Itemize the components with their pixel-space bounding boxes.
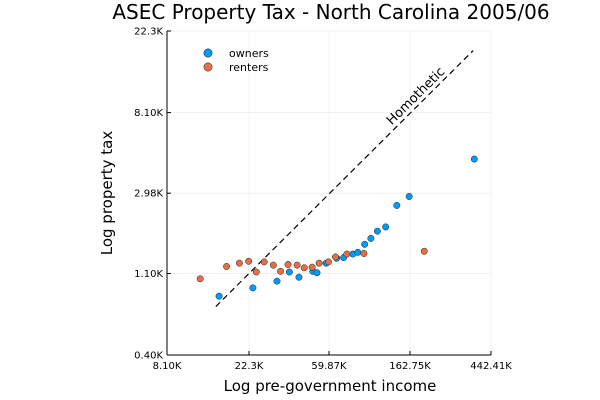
homothetic-line xyxy=(215,50,474,307)
y-tick-label: 1.10K xyxy=(134,269,163,280)
owners-point xyxy=(382,223,390,231)
owners-point xyxy=(295,273,303,281)
owners-point xyxy=(470,155,478,163)
y-tick-label: 2.98K xyxy=(134,189,163,200)
owners-point xyxy=(393,201,401,209)
chart-title: ASEC Property Tax - North Carolina 2005/… xyxy=(112,0,549,24)
owners-point xyxy=(405,193,413,200)
legend-label-owners: owners xyxy=(229,47,269,60)
renters-point xyxy=(245,257,253,265)
renters-point xyxy=(343,250,351,258)
renters-point xyxy=(300,264,308,272)
owners-point xyxy=(215,292,223,300)
renters-point xyxy=(284,261,292,268)
owners-point xyxy=(361,240,369,248)
owners-point xyxy=(313,269,321,277)
y-tick-label: 8.10K xyxy=(134,108,163,119)
renters-point xyxy=(269,261,277,269)
data-points xyxy=(196,155,478,300)
owners-point xyxy=(354,248,362,256)
legend-marker-owners xyxy=(203,48,213,58)
owners-point xyxy=(373,227,381,235)
renters-point xyxy=(315,259,323,267)
renters-point xyxy=(196,275,204,283)
x-tick-label: 162.75K xyxy=(389,361,431,372)
legend-marker-renters xyxy=(203,62,213,72)
homothetic-line-group: Homothetic xyxy=(215,50,474,307)
x-axis-label: Log pre-government income xyxy=(224,377,437,395)
renters-point xyxy=(324,258,332,266)
tick-labels: 8.10K 22.3K 59.87K 162.75K 442.41K 0.40K 1.10K… xyxy=(134,27,512,373)
x-tick-label: 22.3K xyxy=(235,361,264,372)
y-axis-label: Log property tax xyxy=(98,131,116,256)
x-tick-label: 442.41K xyxy=(470,361,512,372)
renters-point xyxy=(331,253,339,261)
renters-point xyxy=(308,263,316,271)
renters-point xyxy=(223,263,231,270)
renters-point xyxy=(277,267,284,275)
y-tick-label: 0.40K xyxy=(134,351,163,362)
legend-label-renters: renters xyxy=(229,61,269,74)
x-tick-label: 59.87K xyxy=(311,361,347,372)
renters-point xyxy=(260,258,268,266)
renters-point xyxy=(252,268,260,276)
owners-point xyxy=(285,268,293,276)
renters-point xyxy=(293,261,301,269)
renters-point xyxy=(360,250,368,257)
x-tick-label: 8.10K xyxy=(153,361,182,372)
renters-point xyxy=(235,259,243,267)
owners-point xyxy=(273,277,281,285)
y-tick-label: 22.3K xyxy=(134,27,163,38)
renters-point xyxy=(420,247,428,255)
owners-point xyxy=(367,234,375,242)
homothetic-label: Homothetic xyxy=(384,64,448,128)
axes-frame xyxy=(166,30,492,356)
owners-point xyxy=(249,284,257,292)
